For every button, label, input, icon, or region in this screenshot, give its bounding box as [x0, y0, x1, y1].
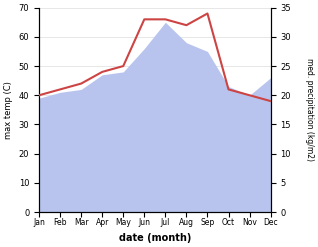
Y-axis label: med. precipitation (kg/m2): med. precipitation (kg/m2) [305, 58, 314, 161]
Y-axis label: max temp (C): max temp (C) [4, 81, 13, 139]
X-axis label: date (month): date (month) [119, 233, 191, 243]
